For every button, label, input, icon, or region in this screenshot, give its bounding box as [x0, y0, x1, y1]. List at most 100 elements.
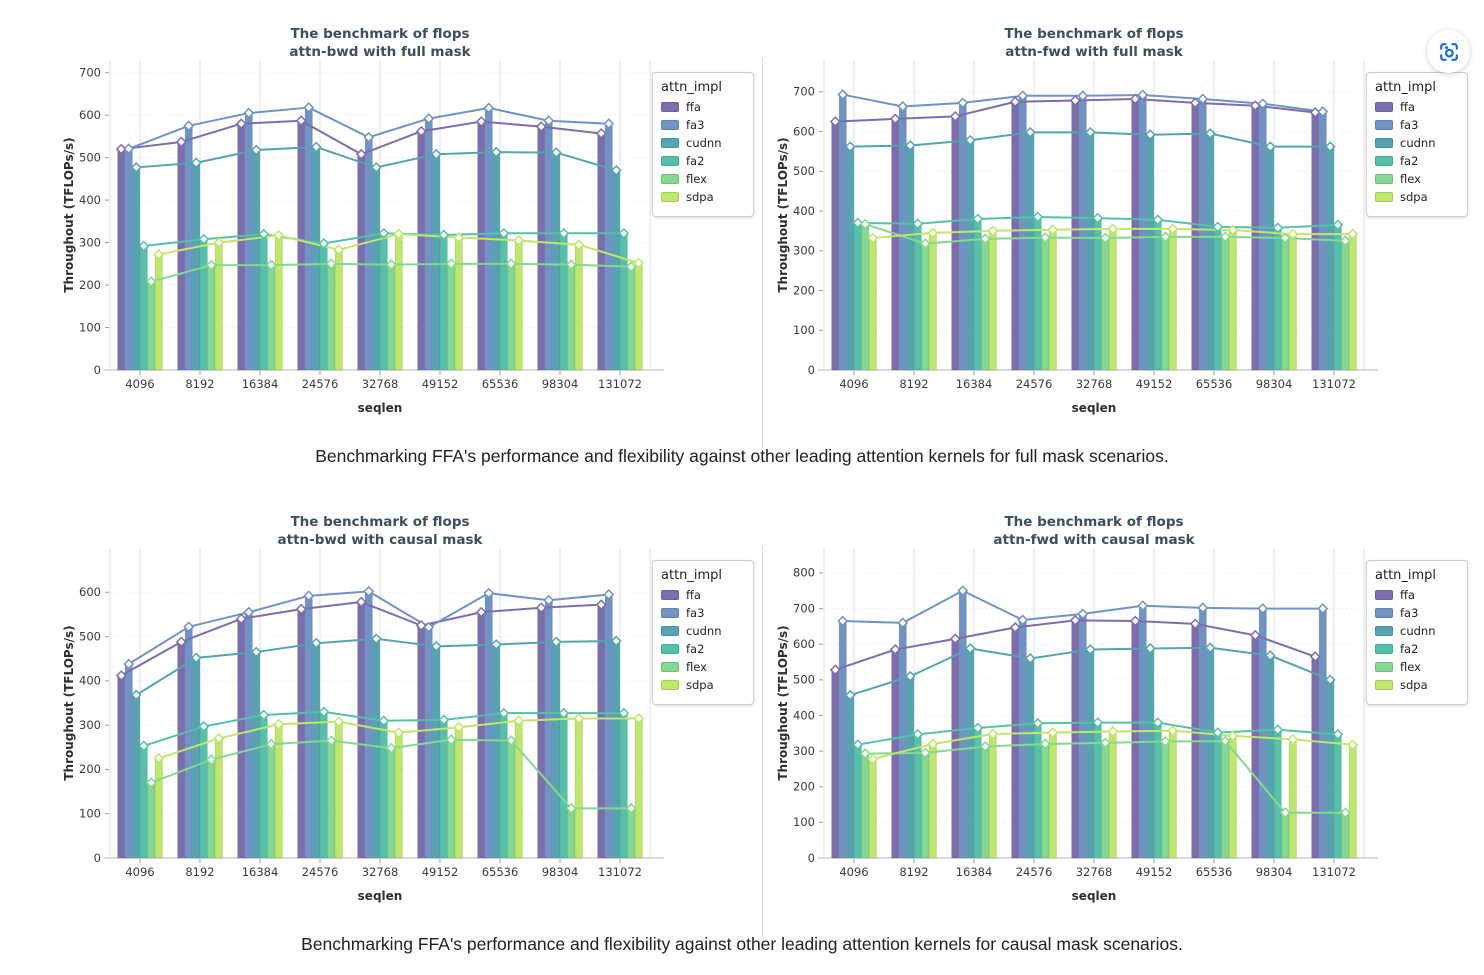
marker — [258, 228, 270, 240]
marker — [273, 718, 285, 730]
bar — [921, 243, 930, 371]
bar — [259, 714, 268, 859]
bar — [1146, 648, 1155, 859]
marker — [1212, 727, 1224, 739]
plot-attn-fwd-full-mask: 0 100 200 300 400 500 600 700 4096 8192 16384 24576… — [776, 60, 1378, 415]
bar — [154, 254, 163, 371]
bar — [477, 121, 486, 371]
legend-item-cudnn: cudnn — [661, 136, 745, 150]
bar — [214, 242, 223, 371]
bar — [1086, 131, 1095, 371]
marker — [385, 742, 397, 754]
legend-swatch-fa2 — [1375, 156, 1393, 166]
bar — [447, 739, 456, 859]
x-tick-label: 8192 — [185, 377, 214, 391]
marker — [513, 235, 525, 246]
bar — [147, 782, 156, 859]
bar — [597, 604, 606, 859]
bar — [928, 743, 937, 859]
bar — [1161, 741, 1170, 859]
bar — [484, 592, 493, 859]
marker — [904, 670, 916, 682]
marker — [438, 714, 450, 726]
bar — [604, 123, 613, 371]
bar — [507, 740, 516, 859]
legend-label: flex — [686, 172, 707, 186]
marker — [198, 721, 210, 732]
marker — [325, 735, 337, 747]
bar — [417, 130, 426, 371]
bar — [147, 281, 156, 371]
marker — [904, 140, 916, 151]
marker — [183, 621, 195, 633]
marker — [1032, 717, 1044, 729]
y-tick-label: 200 — [79, 762, 101, 776]
marker — [1249, 629, 1261, 641]
bar — [604, 594, 613, 859]
marker — [889, 113, 901, 125]
marker — [265, 738, 277, 750]
marker — [829, 664, 841, 676]
y-tick-label: 200 — [793, 780, 815, 794]
x-axis-label: seqlen — [1072, 401, 1117, 415]
markers-sdpa — [867, 725, 1359, 765]
chart-title-line2: attn-bwd with full mask — [289, 43, 471, 60]
bar — [1326, 679, 1335, 859]
legend-swatch-sdpa — [661, 192, 679, 202]
bar — [838, 620, 847, 859]
bar — [612, 170, 621, 371]
chart-title-line1: The benchmark of flops — [1004, 26, 1184, 42]
marker — [1107, 223, 1119, 235]
bar — [559, 712, 568, 859]
x-tick-label: 4096 — [125, 377, 154, 391]
bar — [199, 238, 208, 371]
x-tick-label: 16384 — [242, 865, 279, 879]
legend-item-ffa: ffa — [661, 100, 745, 114]
legend-label: fa3 — [1400, 118, 1419, 132]
bar — [312, 642, 321, 859]
legend-label: flex — [1400, 172, 1421, 186]
figure-separator-top — [762, 58, 763, 448]
bar — [1093, 217, 1102, 371]
legend-swatch-ffa — [661, 590, 679, 600]
marker — [295, 115, 307, 127]
marker — [558, 227, 570, 239]
bar — [124, 663, 133, 859]
marker — [415, 125, 427, 137]
marker — [1257, 98, 1269, 110]
bar — [958, 102, 967, 371]
marker — [1009, 622, 1021, 633]
bar — [1078, 95, 1087, 371]
legend-item-fa3: fa3 — [1375, 606, 1459, 620]
capture-button[interactable] — [1427, 30, 1470, 73]
y-tick-label: 500 — [79, 629, 101, 643]
bar — [312, 146, 321, 371]
marker — [1024, 126, 1036, 138]
legend-item-ffa: ffa — [661, 588, 745, 602]
marker — [919, 238, 931, 250]
legend-label: fa2 — [1400, 642, 1419, 656]
x-tick-label: 131072 — [598, 377, 642, 391]
legend-swatch-sdpa — [661, 680, 679, 690]
y-tick-label: 400 — [79, 674, 101, 688]
gridlines — [823, 60, 1365, 370]
bar — [1206, 647, 1215, 859]
marker — [115, 143, 127, 155]
legend-label: sdpa — [686, 678, 714, 692]
x-tick-label: 24576 — [302, 377, 339, 391]
plot-attn-fwd-causal-mask: 0 100 200 300 400 500 600 700 800 4096 8192 16384 24… — [776, 548, 1378, 903]
marker — [1257, 603, 1269, 615]
bar — [1168, 730, 1177, 859]
markers-fa2 — [852, 211, 1344, 234]
marker — [558, 707, 570, 719]
marker — [1039, 232, 1051, 244]
marker — [1347, 739, 1359, 751]
legend-item-flex: flex — [661, 172, 745, 186]
marker — [550, 147, 562, 159]
bar — [928, 232, 937, 371]
markers-ffa — [115, 596, 607, 681]
bar — [1288, 233, 1297, 371]
marker — [310, 141, 322, 153]
y-axis-label: Throughout (TFLOPs/s) — [776, 137, 790, 292]
plot-attn-bwd-causal-mask: 0 100 200 300 400 500 600 4096 8192 16384 24576 327… — [62, 548, 664, 903]
